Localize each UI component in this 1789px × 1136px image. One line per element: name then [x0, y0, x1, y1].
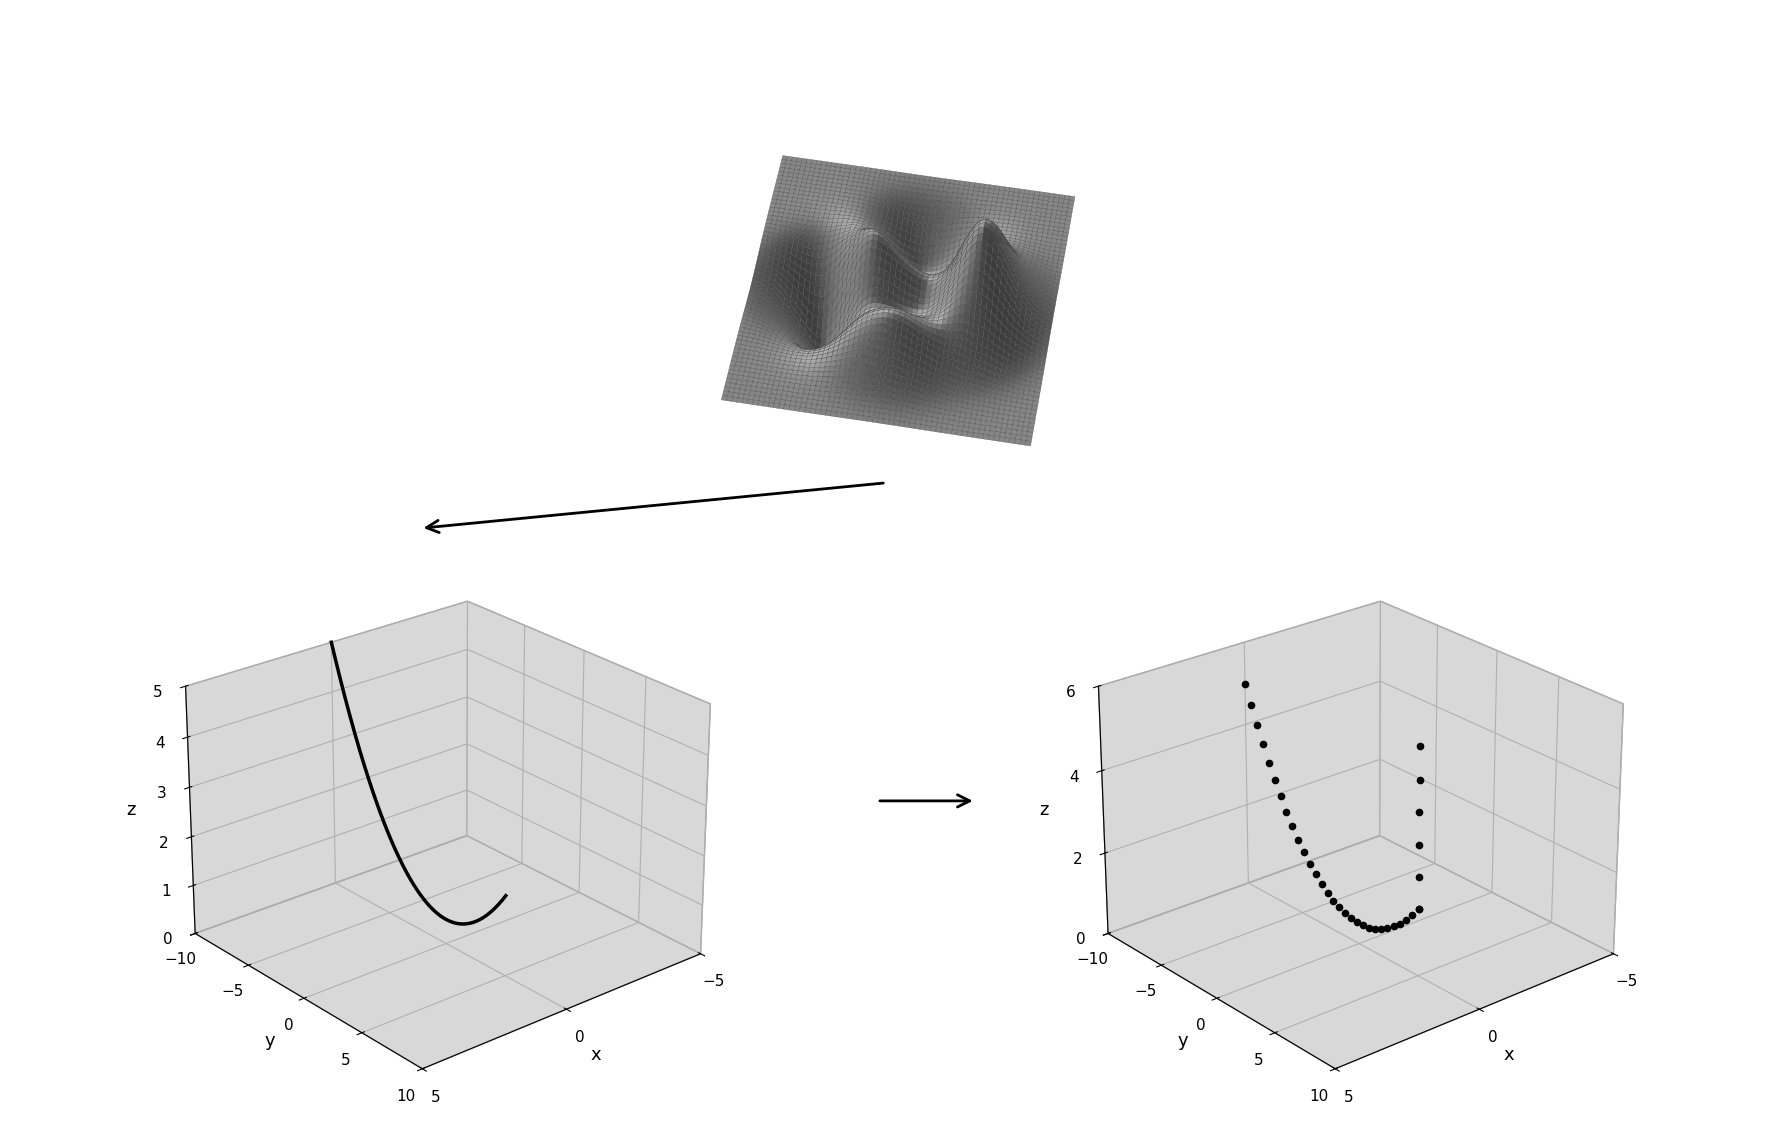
Y-axis label: y: y [265, 1031, 276, 1050]
X-axis label: x: x [1503, 1045, 1513, 1063]
Y-axis label: y: y [1177, 1031, 1188, 1050]
X-axis label: x: x [590, 1045, 601, 1063]
